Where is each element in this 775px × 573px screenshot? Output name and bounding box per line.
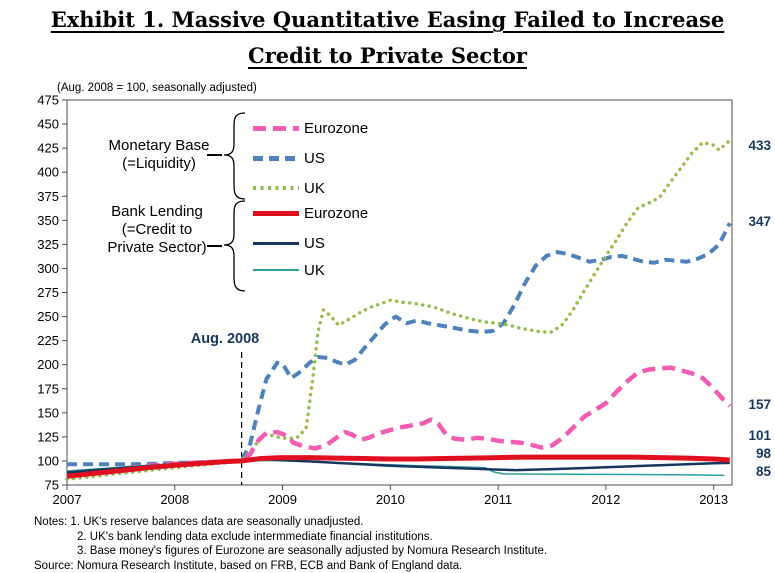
- legend-item-bank-lending-eurozone: Eurozone: [253, 205, 443, 222]
- x-tick-label: 2010: [376, 492, 405, 507]
- y-tick-label: 125: [37, 429, 59, 444]
- source-line: Source: Nomura Research Institute, based…: [34, 559, 463, 572]
- y-tick-label: 475: [37, 93, 59, 108]
- y-tick-label: 225: [37, 333, 59, 348]
- chart-subtitle: (Aug. 2008 = 100, seasonally adjusted): [57, 82, 257, 94]
- aug-2008-annotation: Aug. 2008: [190, 331, 260, 347]
- uk-bank-lending-swatch: [253, 269, 299, 271]
- y-tick-label: 275: [37, 285, 59, 300]
- legend-item-bank-lending-uk: UK: [253, 262, 443, 279]
- end-value-label-433: 433: [748, 138, 771, 153]
- y-tick-label: 75: [45, 478, 59, 493]
- series-line-eurozone-bank-lending: [66, 454, 730, 479]
- legend-item-bank-lending-us: US: [253, 235, 443, 252]
- footnotes: Notes: 1. UK's reserve balances data are…: [34, 515, 547, 573]
- y-tick-label: 450: [37, 117, 59, 132]
- end-value-label-98: 98: [755, 446, 771, 461]
- y-tick-label: 300: [37, 261, 59, 276]
- legend-item-monetary-base-uk: UK: [253, 180, 443, 197]
- legend-group-label-monetary-base: Monetary Base (=Liquidity): [108, 137, 210, 172]
- legend-brace-monetary-base: [223, 112, 246, 200]
- end-value-label-157: 157: [748, 397, 771, 412]
- eurozone-monetary-base-swatch: [253, 125, 299, 131]
- us-monetary-base-swatch: [253, 155, 299, 161]
- note-1: Notes: 1. UK's reserve balances data are…: [34, 516, 364, 528]
- y-tick-label: 425: [37, 141, 59, 156]
- y-tick-label: 100: [37, 453, 59, 468]
- note-2: 2. UK's bank lending data exclude interm…: [77, 530, 433, 543]
- end-value-label-101: 101: [748, 428, 771, 443]
- x-tick-label: 2013: [699, 492, 728, 507]
- exhibit-title-line1: Exhibit 1. Massive Quantitative Easing F…: [50, 7, 725, 32]
- x-tick-label: 2009: [268, 492, 297, 507]
- y-tick-label: 350: [37, 213, 59, 228]
- y-tick-label: 325: [37, 237, 59, 252]
- y-tick-label: 250: [37, 309, 59, 324]
- eurozone-bank-lending-swatch: [253, 210, 299, 216]
- y-tick-label: 150: [37, 405, 59, 420]
- x-tick-label: 2011: [484, 492, 512, 507]
- x-tick-label: 2007: [53, 492, 82, 507]
- exhibit-title-line2: Credit to Private Sector: [248, 43, 527, 68]
- legend-connector: [207, 154, 222, 156]
- note-3: 3. Base money's figures of Eurozone are …: [77, 545, 548, 557]
- end-value-label-347: 347: [748, 214, 771, 229]
- legend-group-label-bank-lending: Bank Lending (=Credit to Private Sector): [107, 203, 207, 256]
- x-tick-label: 2008: [160, 492, 189, 507]
- series-line-us-monetary-base: [67, 222, 732, 467]
- y-tick-label: 375: [37, 189, 59, 204]
- y-tick-label: 175: [37, 381, 59, 396]
- uk-monetary-base-swatch: [253, 186, 299, 190]
- series-line-eurozone-monetary-base: [66, 365, 732, 477]
- us-bank-lending-swatch: [253, 241, 299, 245]
- legend-connector: [207, 245, 222, 247]
- y-tick-label: 400: [37, 165, 59, 180]
- y-tick-label: 200: [37, 357, 59, 372]
- legend-item-monetary-base-eurozone: Eurozone: [253, 120, 443, 137]
- end-value-label-85: 85: [755, 464, 771, 479]
- x-tick-label: 2012: [591, 492, 620, 507]
- legend-item-monetary-base-us: US: [253, 150, 443, 167]
- legend-brace-bank-lending: [223, 200, 246, 292]
